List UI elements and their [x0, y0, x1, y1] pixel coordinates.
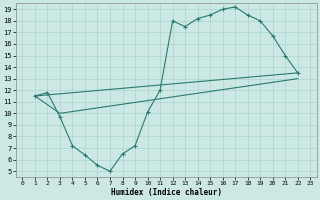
X-axis label: Humidex (Indice chaleur): Humidex (Indice chaleur): [111, 188, 222, 197]
